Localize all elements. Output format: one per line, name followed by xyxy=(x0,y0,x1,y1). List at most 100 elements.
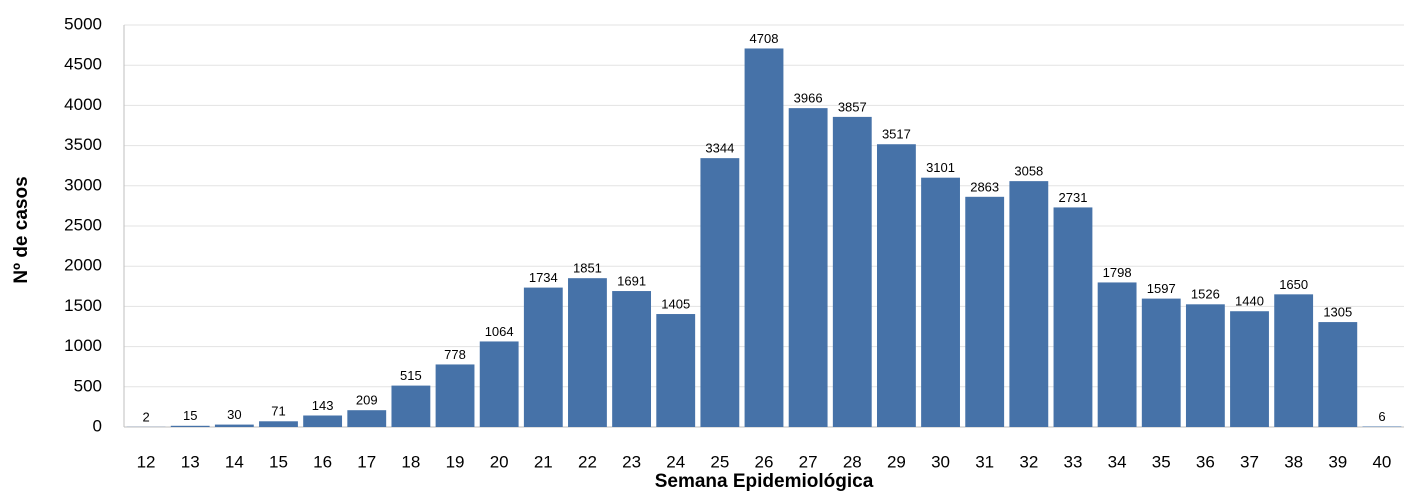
data-label: 1650 xyxy=(1279,277,1308,292)
x-tick-label: 32 xyxy=(1019,452,1038,471)
y-tick-label: 1000 xyxy=(64,336,102,355)
bar xyxy=(523,287,563,427)
x-tick-label: 24 xyxy=(666,452,685,471)
bar xyxy=(876,144,916,427)
data-label: 6 xyxy=(1378,409,1385,424)
x-tick-label: 26 xyxy=(755,452,774,471)
bar xyxy=(303,415,343,427)
bar xyxy=(921,177,960,427)
bar xyxy=(744,48,784,427)
data-label: 30 xyxy=(227,407,241,422)
x-tick-label: 27 xyxy=(799,452,818,471)
bar xyxy=(1185,304,1225,427)
x-tick-label: 14 xyxy=(225,452,244,471)
x-tick-label: 16 xyxy=(313,452,332,471)
data-label: 71 xyxy=(271,404,285,419)
x-tick-label: 21 xyxy=(534,452,553,471)
data-label: 3344 xyxy=(705,141,734,156)
x-axis-title: Semana Epidemiológica xyxy=(655,471,874,492)
x-tick-label: 35 xyxy=(1152,452,1171,471)
data-label: 1798 xyxy=(1103,265,1132,280)
bar xyxy=(965,196,1005,427)
bar xyxy=(1274,294,1314,427)
bar xyxy=(656,314,696,427)
data-label: 3101 xyxy=(926,160,955,175)
bar xyxy=(700,158,740,427)
x-tick-label: 31 xyxy=(975,452,994,471)
data-label: 1064 xyxy=(485,324,514,339)
data-label: 15 xyxy=(183,408,197,423)
data-label: 143 xyxy=(312,398,334,413)
bar xyxy=(1230,311,1269,427)
data-label: 4708 xyxy=(750,31,779,46)
x-tick-label: 23 xyxy=(622,452,641,471)
bar xyxy=(788,108,828,427)
x-tick-label: 13 xyxy=(181,452,200,471)
data-label: 515 xyxy=(400,368,422,383)
data-label: 3058 xyxy=(1014,164,1043,179)
data-label: 778 xyxy=(444,347,466,362)
y-axis-title: Nº de casos xyxy=(11,176,32,283)
y-tick-label: 5000 xyxy=(64,14,102,33)
bar xyxy=(612,291,652,427)
data-label: 3966 xyxy=(794,91,823,106)
data-label: 1440 xyxy=(1235,294,1264,309)
x-tick-label: 18 xyxy=(401,452,420,471)
bar xyxy=(259,421,298,427)
x-tick-label: 38 xyxy=(1284,452,1303,471)
x-tick-label: 20 xyxy=(490,452,509,471)
x-tick-label: 30 xyxy=(931,452,950,471)
bar xyxy=(832,116,872,427)
x-tick-label: 37 xyxy=(1240,452,1259,471)
bar xyxy=(347,410,387,427)
data-label: 2 xyxy=(142,409,149,424)
y-tick-label: 0 xyxy=(93,416,102,435)
x-tick-label: 19 xyxy=(446,452,465,471)
data-label: 3857 xyxy=(838,99,867,114)
x-tick-label: 28 xyxy=(843,452,862,471)
x-tick-label: 29 xyxy=(887,452,906,471)
bar xyxy=(1053,207,1093,427)
data-label: 1851 xyxy=(573,261,602,276)
data-label: 2731 xyxy=(1059,190,1088,205)
x-tick-label: 22 xyxy=(578,452,597,471)
bar xyxy=(479,341,519,427)
x-tick-label: 15 xyxy=(269,452,288,471)
bar xyxy=(1318,322,1358,427)
bar xyxy=(170,425,210,427)
y-tick-label: 3000 xyxy=(64,175,102,194)
bar xyxy=(391,385,431,427)
x-tick-label: 36 xyxy=(1196,452,1215,471)
y-tick-label: 1500 xyxy=(64,296,102,315)
data-label: 1405 xyxy=(661,296,690,311)
bar xyxy=(1097,282,1137,427)
bar xyxy=(435,364,475,427)
x-tick-label: 12 xyxy=(137,452,156,471)
bar xyxy=(1009,181,1049,427)
data-label: 209 xyxy=(356,393,378,408)
bar xyxy=(568,278,607,427)
x-tick-label: 39 xyxy=(1328,452,1347,471)
data-label: 1691 xyxy=(617,273,646,288)
bar xyxy=(1141,298,1181,427)
y-tick-label: 2000 xyxy=(64,256,102,275)
x-tick-label: 34 xyxy=(1108,452,1127,471)
y-tick-label: 4000 xyxy=(64,95,102,114)
data-label: 2863 xyxy=(970,179,999,194)
y-tick-label: 500 xyxy=(74,376,102,395)
data-label: 1734 xyxy=(529,270,558,285)
bar xyxy=(214,424,254,427)
y-tick-label: 4500 xyxy=(64,55,102,74)
x-tick-label: 40 xyxy=(1372,452,1391,471)
data-label: 3517 xyxy=(882,127,911,142)
x-tick-label: 33 xyxy=(1064,452,1083,471)
x-tick-label: 17 xyxy=(357,452,376,471)
x-tick-label: 25 xyxy=(710,452,729,471)
y-tick-label: 2500 xyxy=(64,215,102,234)
data-label: 1305 xyxy=(1323,305,1352,320)
data-label: 1526 xyxy=(1191,287,1220,302)
data-label: 1597 xyxy=(1147,281,1176,296)
y-tick-label: 3500 xyxy=(64,135,102,154)
